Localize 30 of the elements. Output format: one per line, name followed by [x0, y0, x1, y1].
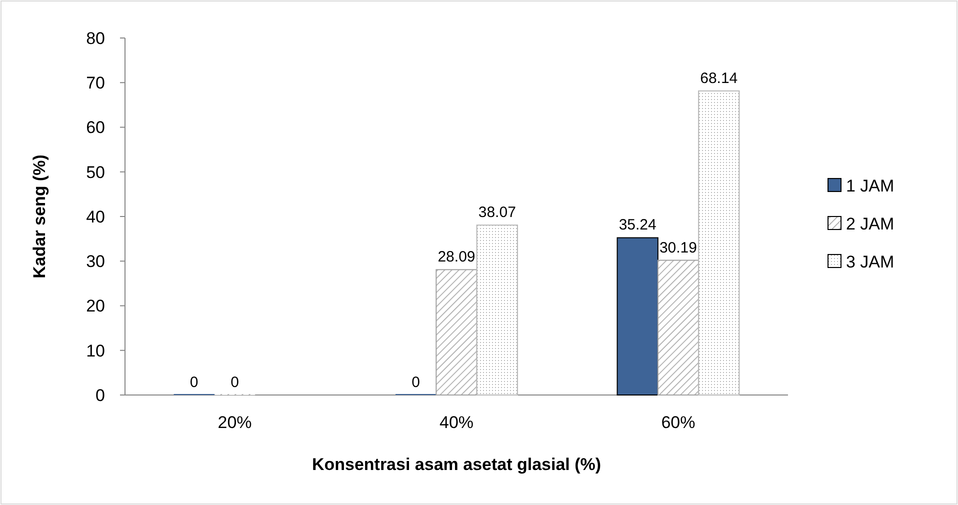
data-label: 35.24 — [618, 216, 656, 234]
y-axis-title: Kadar seng (%) — [30, 154, 49, 278]
bar — [698, 90, 740, 396]
bar — [616, 237, 658, 396]
y-tick-label: 80 — [86, 28, 105, 48]
x-tick-label: 40% — [439, 413, 474, 432]
data-label: 30.19 — [659, 239, 698, 256]
y-tick-label: 50 — [86, 162, 105, 182]
data-label: 38.07 — [478, 204, 516, 222]
y-tick-label: 30 — [86, 252, 105, 272]
data-label: 0 — [230, 374, 239, 391]
x-tick-label: 60% — [661, 413, 696, 432]
y-tick-label: 40 — [86, 207, 105, 226]
x-tick-label: 20% — [218, 413, 252, 432]
y-tick-label: 70 — [86, 74, 105, 93]
bar — [436, 269, 478, 396]
y-tick-label: 10 — [86, 341, 105, 360]
data-label: 0 — [190, 374, 198, 391]
bar — [476, 224, 518, 396]
data-label: 0 — [412, 374, 420, 391]
bar — [657, 260, 700, 396]
data-label: 28.09 — [438, 248, 476, 266]
y-tick-label: 20 — [86, 296, 105, 316]
data-label: 68.14 — [700, 70, 738, 87]
x-axis-title: Konsentrasi asam asetat glasial (%) — [312, 455, 602, 474]
legend-label: 1 JAM — [846, 176, 894, 196]
legend-label: 2 JAM — [846, 214, 894, 234]
y-tick-label: 60 — [86, 118, 105, 138]
legend-label: 3 JAM — [846, 252, 894, 272]
y-tick-label: 0 — [96, 386, 105, 405]
